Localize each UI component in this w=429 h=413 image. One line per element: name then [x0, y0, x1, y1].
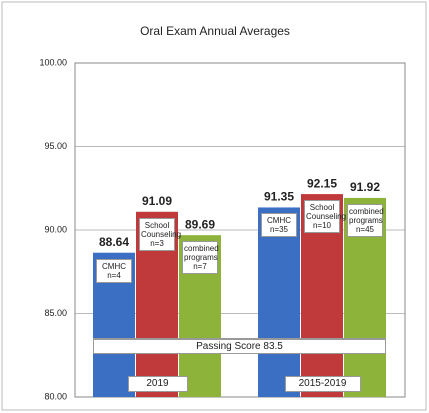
- reference-label: Passing Score 83.5: [93, 338, 386, 354]
- bar-label-box: combined programs n=45: [347, 203, 384, 237]
- series-name: School Counseling: [141, 220, 182, 239]
- x-tick-label: 2015-2019: [284, 376, 361, 392]
- y-tick-label: 80.00: [44, 391, 67, 401]
- point-label: n=45: [355, 224, 375, 234]
- y-tick-label: 90.00: [44, 224, 67, 234]
- value-label: 92.15: [307, 176, 337, 190]
- value-label: 88.64: [99, 235, 129, 249]
- bar-label-box: CMHC n=35: [261, 213, 297, 238]
- bar-label-box: CMHC n=4: [96, 258, 132, 283]
- point-label: n=3: [150, 238, 164, 248]
- y-tick-label: 100.00: [39, 57, 67, 67]
- series-name: combined programs: [349, 206, 384, 225]
- y-tick-label: 85.00: [44, 308, 67, 318]
- series-name: CMHC: [267, 216, 291, 226]
- bar-label-box: School Counseling n=3: [139, 217, 182, 251]
- y-tick-label: 95.00: [44, 141, 67, 151]
- value-label: 89.69: [185, 217, 215, 231]
- series-name: combined programs: [184, 244, 219, 263]
- point-label: n=10: [312, 221, 332, 231]
- bar-label-box: School Counseling n=10: [304, 200, 347, 234]
- chart-title: Oral Exam Annual Averages: [140, 24, 290, 38]
- point-label: n=7: [193, 262, 207, 272]
- value-label: 91.35: [264, 190, 294, 204]
- plot-border: [74, 62, 406, 398]
- bar-label-box: combined programs n=7: [182, 241, 219, 275]
- point-label: n=4: [107, 270, 121, 280]
- series-name: School Counseling: [306, 203, 347, 222]
- point-label: n=35: [269, 225, 289, 235]
- value-label: 91.92: [350, 180, 380, 194]
- series-name: CMHC: [102, 261, 126, 271]
- bar: [258, 207, 300, 397]
- x-tick-label: 2019: [127, 376, 188, 392]
- value-label: 91.09: [142, 194, 172, 208]
